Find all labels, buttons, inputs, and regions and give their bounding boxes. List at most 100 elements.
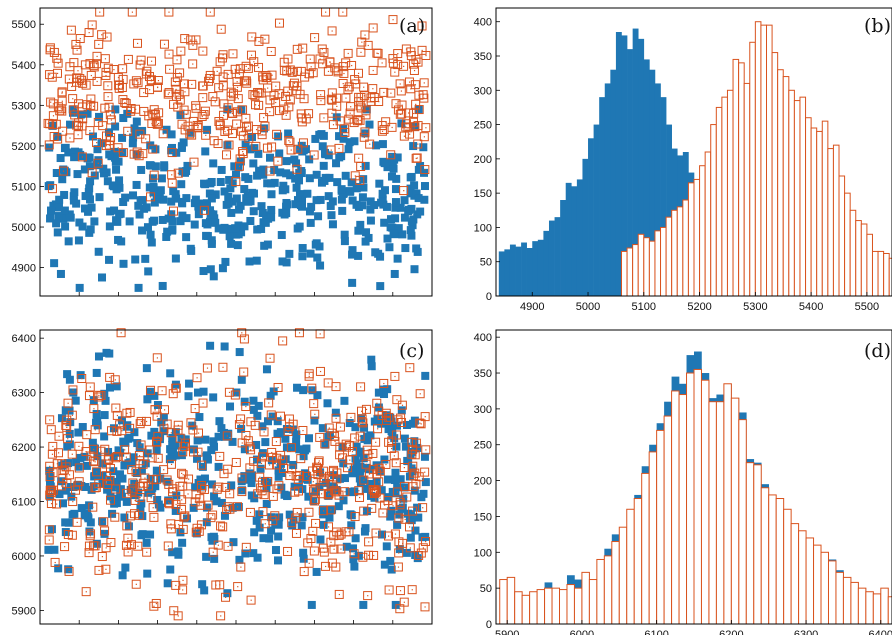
panel-c-point xyxy=(278,336,288,346)
panel-c-point xyxy=(152,437,162,447)
panel-a-point-dot xyxy=(297,148,299,150)
panel-a-point xyxy=(254,62,264,72)
panel-a-point xyxy=(327,211,336,220)
panel-a-point xyxy=(121,193,130,202)
panel-a-point xyxy=(147,238,156,247)
panel-a-point-dot xyxy=(308,113,310,115)
panel-c-point-dot xyxy=(115,457,117,459)
panel-b-bar xyxy=(582,158,589,296)
panel-a-point xyxy=(371,248,380,257)
panel-c-point xyxy=(197,460,207,470)
panel-a-point xyxy=(267,142,277,152)
panel-a-point-dot xyxy=(107,96,109,98)
panel-c-point xyxy=(350,562,359,571)
panel-a-point-dot xyxy=(72,98,74,100)
panel-a-point xyxy=(235,205,244,214)
panel-c-point xyxy=(399,481,409,491)
panel-a-point-dot xyxy=(143,92,145,94)
panel-a-point xyxy=(165,64,175,74)
panel-a-point-dot xyxy=(101,34,103,36)
panel-b-bar xyxy=(810,127,818,297)
panel-a-point xyxy=(220,187,229,196)
panel-c-point xyxy=(310,409,320,419)
panel-c-point xyxy=(372,477,381,486)
panel-b-bar xyxy=(871,250,879,297)
panel-a-point xyxy=(395,79,405,89)
panel-a-point-dot xyxy=(337,69,339,72)
panel-a-point xyxy=(383,163,392,172)
panel-a-point-dot xyxy=(153,174,155,176)
panel-a-point xyxy=(46,214,55,223)
panel-c-point xyxy=(78,423,87,432)
panel-a-point xyxy=(222,150,232,160)
panel-a-point xyxy=(376,282,385,291)
panel-a-point xyxy=(242,122,252,132)
panel-c-point xyxy=(347,521,356,530)
panel-c-point-dot xyxy=(328,493,330,495)
panel-a-point xyxy=(267,205,276,214)
panel-c-point xyxy=(135,443,144,452)
panel-a-point xyxy=(373,48,383,58)
panel-c-point xyxy=(304,507,314,517)
panel-a-point xyxy=(67,81,77,91)
panel-c-point xyxy=(55,490,64,499)
panel-c-point-dot xyxy=(182,589,184,591)
panel-c-point-dot xyxy=(96,471,98,473)
panel-c-point xyxy=(132,469,141,478)
panel-c-point xyxy=(386,512,395,521)
panel-a-point xyxy=(255,166,264,175)
panel-c-point xyxy=(144,488,153,497)
panel-c-point-dot xyxy=(390,447,393,450)
panel-a-point xyxy=(274,89,284,99)
panel-c-point xyxy=(152,411,162,421)
panel-c-point-dot xyxy=(197,451,199,453)
panel-c-point xyxy=(90,444,99,453)
panel-a-point xyxy=(383,234,392,243)
panel-a-point-dot xyxy=(394,71,396,73)
panel-a-point xyxy=(106,115,116,125)
panel-a-point xyxy=(312,239,321,248)
panel-c-point-dot xyxy=(78,445,80,447)
panel-a-point-dot xyxy=(89,63,91,65)
panel-a-point-dot xyxy=(245,65,247,67)
panel-a-point-dot xyxy=(293,82,296,84)
panel-c-point-dot xyxy=(334,440,336,443)
panel-a-point xyxy=(70,188,79,197)
panel-c-point xyxy=(401,442,410,451)
panel-a-point xyxy=(149,182,158,191)
panel-a-point-dot xyxy=(343,72,345,75)
panel-a-point-dot xyxy=(363,86,365,88)
panel-c-point xyxy=(371,437,381,447)
panel-c-point xyxy=(246,445,256,455)
panel-a-point xyxy=(81,192,90,201)
panel-a-point xyxy=(92,76,102,86)
panel-a-point xyxy=(347,178,356,187)
panel-a-point xyxy=(317,44,327,54)
panel-a-point-dot xyxy=(253,61,255,63)
panel-c-point xyxy=(379,385,388,394)
panel-a-point-dot xyxy=(322,63,324,65)
panel-a-point xyxy=(80,60,90,70)
panel-a-point xyxy=(47,206,56,215)
panel-c-point xyxy=(192,529,201,538)
panel-a-point xyxy=(282,258,291,267)
panel-a-point-dot xyxy=(145,73,148,75)
panel-c-point-dot xyxy=(240,566,242,568)
panel-a-point xyxy=(307,202,316,211)
panel-a-point xyxy=(132,117,141,126)
panel-a-point xyxy=(420,165,430,175)
panel-c-point xyxy=(100,432,109,441)
panel-c-point-dot xyxy=(372,452,374,455)
panel-c-point xyxy=(384,412,394,422)
panel-d-xtick-label: 5900 xyxy=(495,629,519,635)
panel-a-point-dot xyxy=(391,126,393,129)
panel-a-point xyxy=(111,105,120,114)
panel-a-point-dot xyxy=(148,115,150,117)
panel-b-bar xyxy=(721,96,728,297)
panel-a-point xyxy=(131,76,141,86)
panel-c-point-dot xyxy=(166,423,168,425)
panel-c-point-dot xyxy=(90,455,92,457)
panel-c-point-dot xyxy=(86,434,88,436)
panel-a-point xyxy=(132,147,142,157)
panel-a-point-dot xyxy=(345,97,347,99)
